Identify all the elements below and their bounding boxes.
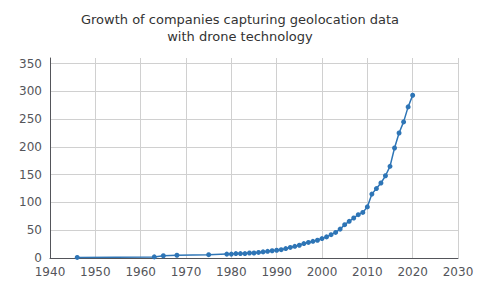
- svg-text:1950: 1950: [80, 265, 111, 279]
- svg-text:0: 0: [34, 251, 42, 265]
- svg-text:50: 50: [27, 223, 42, 237]
- svg-text:1990: 1990: [261, 265, 292, 279]
- svg-text:250: 250: [19, 112, 42, 126]
- svg-text:1970: 1970: [171, 265, 202, 279]
- svg-text:2030: 2030: [443, 265, 474, 279]
- svg-text:200: 200: [19, 140, 42, 154]
- svg-text:1940: 1940: [35, 265, 66, 279]
- svg-text:1980: 1980: [216, 265, 247, 279]
- svg-text:300: 300: [19, 84, 42, 98]
- svg-text:with drone technology: with drone technology: [167, 29, 313, 44]
- svg-text:100: 100: [19, 195, 42, 209]
- svg-text:150: 150: [19, 168, 42, 182]
- svg-text:2010: 2010: [352, 265, 383, 279]
- svg-text:2020: 2020: [397, 265, 428, 279]
- svg-text:350: 350: [19, 57, 42, 71]
- svg-text:2000: 2000: [307, 265, 338, 279]
- svg-text:Growth of companies capturing: Growth of companies capturing geolocatio…: [81, 12, 399, 27]
- svg-text:1960: 1960: [125, 265, 156, 279]
